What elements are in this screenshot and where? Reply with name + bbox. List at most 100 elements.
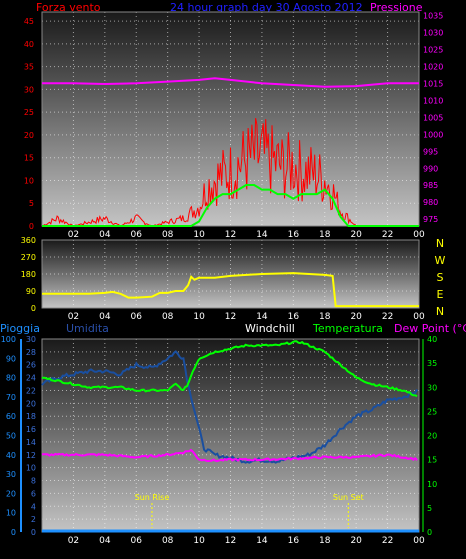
y-tick-pressure: 980 xyxy=(423,198,438,207)
compass-letter-n: N xyxy=(436,237,444,250)
x-tick-label: 18 xyxy=(319,312,331,322)
y-tick-rain: 80 xyxy=(6,374,16,383)
y-tick-pressure: 1030 xyxy=(423,28,443,37)
x-tick-label: 20 xyxy=(350,230,362,240)
x-tick-label: 22 xyxy=(382,230,393,240)
compass-letter-w: W xyxy=(435,254,446,267)
series-temperature xyxy=(41,340,418,398)
y-tick-direction: 360 xyxy=(21,236,36,245)
y-tick-pressure: 1035 xyxy=(423,11,443,20)
y-tick-wind: 15 xyxy=(24,154,34,163)
y-tick-wind: 30 xyxy=(24,85,34,94)
y-tick-humidity: 8 xyxy=(31,477,36,486)
x-tick-label: 04 xyxy=(99,230,111,240)
x-tick-label: 06 xyxy=(131,312,143,322)
temperature-label: Temperatura xyxy=(312,322,383,335)
x-tick-label: 10 xyxy=(193,230,205,240)
y-tick-humidity: 2 xyxy=(31,515,36,524)
y-tick-temperature: 30 xyxy=(427,383,437,392)
x-tick-label: 10 xyxy=(193,536,205,546)
y-tick-direction: 90 xyxy=(26,287,36,296)
y-tick-wind: 40 xyxy=(24,40,34,49)
header-pressure-label: Pressione xyxy=(370,1,423,14)
y-tick-humidity: 30 xyxy=(26,335,36,344)
y-tick-temperature: 25 xyxy=(427,407,437,416)
x-tick-label: 20 xyxy=(350,312,362,322)
compass-letter-e: E xyxy=(437,288,444,301)
y-tick-pressure: 1020 xyxy=(423,62,443,71)
y-tick-wind: 35 xyxy=(24,63,34,72)
x-tick-label: 06 xyxy=(131,230,143,240)
x-tick-label: 08 xyxy=(162,312,174,322)
sun-markers: Sun Rise Sun Set xyxy=(135,493,364,528)
y-tick-rain: 40 xyxy=(6,451,16,460)
series-pressure xyxy=(42,77,419,88)
series-direction xyxy=(42,272,419,308)
y-tick-wind: 0 xyxy=(29,222,34,231)
y-tick-humidity: 26 xyxy=(26,361,36,370)
y-tick-pressure: 1000 xyxy=(423,130,443,139)
y-tick-direction: 0 xyxy=(31,304,36,313)
x-tick-label: 00 xyxy=(413,230,425,240)
rain-label: Pioggia xyxy=(0,322,40,335)
y-tick-rain: 10 xyxy=(6,509,16,518)
y-tick-humidity: 22 xyxy=(26,386,36,395)
y-tick-temperature: 0 xyxy=(427,528,432,537)
y-tick-humidity: 18 xyxy=(26,412,36,421)
panel-frame xyxy=(41,239,420,309)
y-tick-rain: 90 xyxy=(6,354,16,363)
y-tick-temperature: 15 xyxy=(427,456,437,465)
tick-labels: 0510152025303540459759809859909951000100… xyxy=(1,11,444,546)
x-tick-label: 02 xyxy=(68,536,79,546)
windchill-label: Windchill xyxy=(245,322,295,335)
y-tick-humidity: 4 xyxy=(31,502,36,511)
y-tick-humidity: 16 xyxy=(26,425,36,434)
x-tick-label: 22 xyxy=(382,536,393,546)
x-tick-label: 02 xyxy=(68,230,79,240)
y-tick-pressure: 975 xyxy=(423,215,438,224)
y-tick-wind: 10 xyxy=(24,176,34,185)
x-tick-label: 14 xyxy=(256,312,268,322)
header-wind-label: Forza vento xyxy=(36,1,101,14)
y-tick-temperature: 20 xyxy=(427,432,437,441)
y-tick-pressure: 1010 xyxy=(423,96,443,105)
grid-lines xyxy=(41,11,420,533)
x-tick-label: 18 xyxy=(319,536,331,546)
y-tick-direction: 270 xyxy=(21,253,36,262)
dewpoint-label: Dew Point (°C) xyxy=(394,322,466,335)
y-tick-pressure: 1005 xyxy=(423,113,443,122)
x-tick-label: 04 xyxy=(99,312,111,322)
data-series xyxy=(41,77,419,533)
x-tick-label: 08 xyxy=(162,536,174,546)
y-tick-humidity: 28 xyxy=(26,348,36,357)
y-tick-humidity: 14 xyxy=(26,438,36,447)
y-tick-pressure: 1015 xyxy=(423,79,443,88)
x-tick-label: 14 xyxy=(256,230,268,240)
y-tick-rain: 70 xyxy=(6,393,16,402)
y-tick-pressure: 1025 xyxy=(423,45,443,54)
x-tick-label: 16 xyxy=(288,230,300,240)
y-tick-humidity: 12 xyxy=(26,451,36,460)
x-tick-label: 20 xyxy=(350,536,362,546)
x-tick-label: 12 xyxy=(225,230,236,240)
x-tick-label: 14 xyxy=(256,536,268,546)
y-tick-pressure: 995 xyxy=(423,147,438,156)
x-tick-label: 02 xyxy=(68,312,79,322)
humidity-label: Umidita xyxy=(66,322,109,335)
series-wind-avg xyxy=(42,184,419,227)
x-tick-label: 12 xyxy=(225,536,236,546)
x-tick-label: 16 xyxy=(288,312,300,322)
y-tick-temperature: 35 xyxy=(427,359,437,368)
x-tick-label: 06 xyxy=(131,536,143,546)
y-tick-wind: 20 xyxy=(24,131,34,140)
x-tick-label: 18 xyxy=(319,230,331,240)
y-tick-temperature: 10 xyxy=(427,480,437,489)
x-tick-label: 16 xyxy=(288,536,300,546)
y-tick-rain: 30 xyxy=(6,470,16,479)
y-tick-humidity: 6 xyxy=(31,489,36,498)
x-tick-label: 22 xyxy=(382,312,393,322)
x-tick-label: 10 xyxy=(193,312,205,322)
x-tick-label: 12 xyxy=(225,312,236,322)
